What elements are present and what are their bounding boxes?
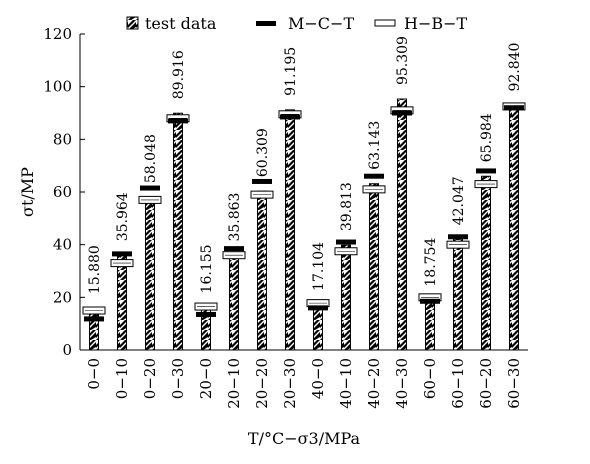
marker-mct <box>476 168 496 174</box>
y-tick-label: 20 <box>53 288 72 306</box>
bar-test-data <box>369 183 379 351</box>
y-tick-label: 80 <box>53 130 72 148</box>
marker-mct <box>504 105 524 111</box>
x-tick-label: 40−20 <box>365 358 383 409</box>
data-label: 60.309 <box>255 128 271 177</box>
x-tick-label: 40−10 <box>337 358 355 409</box>
marker-mct <box>392 110 412 116</box>
legend: test data M−C−T H−B−T <box>126 14 468 33</box>
marker-mct <box>364 173 384 179</box>
data-label: 18.754 <box>423 238 439 287</box>
x-tick-label: 20−20 <box>253 358 271 409</box>
x-tick-label: 20−0 <box>197 358 215 399</box>
legend-label-hbt: H−B−T <box>404 14 468 33</box>
x-tick-label: 0−30 <box>169 358 187 399</box>
bar-test-data <box>257 190 267 351</box>
data-label: 65.984 <box>479 113 495 162</box>
y-tick-label: 120 <box>43 25 72 43</box>
bar-test-data <box>229 255 239 351</box>
data-label: 16.155 <box>199 244 215 293</box>
bar-test-data <box>453 238 463 351</box>
x-tick-label: 0−20 <box>141 358 159 399</box>
bar-test-data <box>285 109 295 351</box>
x-tick-label: 60−20 <box>477 358 495 409</box>
x-tick-label: 60−10 <box>449 358 467 409</box>
bar-test-data <box>341 244 351 351</box>
bar-test-data <box>509 105 519 351</box>
mark-layer: 15.880 35.964 58.048 89.916 16.155 35.863 60.3… <box>82 36 526 351</box>
bar-test-data <box>173 112 183 351</box>
legend-label-test-data: test data <box>145 14 217 33</box>
x-tick-label: 60−0 <box>421 358 439 399</box>
legend-label-mct: M−C−T <box>288 14 354 33</box>
x-tick-label: 20−10 <box>225 358 243 409</box>
marker-mct <box>224 246 244 252</box>
data-label: 35.964 <box>115 192 131 241</box>
data-label: 17.104 <box>311 242 327 291</box>
marker-mct <box>280 114 300 120</box>
x-tick-label: 40−30 <box>393 358 411 409</box>
bar-test-data <box>397 98 407 351</box>
marker-mct <box>252 178 272 184</box>
marker-mct <box>308 305 328 311</box>
legend-swatch-mct <box>256 21 276 26</box>
x-tick-label: 20−30 <box>281 358 299 409</box>
bar-test-data <box>313 304 323 351</box>
data-label: 95.309 <box>395 36 411 85</box>
x-axis-label: T/°C−σ3/MPa <box>248 429 361 448</box>
legend-swatch-hbt <box>374 19 396 27</box>
data-label: 92.840 <box>507 43 523 92</box>
y-tick-label: 0 <box>62 341 72 359</box>
x-tick-label: 0−10 <box>113 358 131 399</box>
bar-test-data <box>425 300 435 351</box>
marker-mct <box>448 234 468 240</box>
marker-mct <box>420 298 440 304</box>
y-tick-label: 60 <box>53 183 72 201</box>
bar-test-data <box>117 254 127 351</box>
marker-mct <box>84 316 104 322</box>
data-label: 63.143 <box>367 121 383 170</box>
marker-mct <box>336 239 356 245</box>
bar-test-data <box>481 175 491 351</box>
marker-mct <box>140 185 160 191</box>
bar-test-data <box>145 196 155 351</box>
data-label: 39.813 <box>339 182 355 231</box>
y-axis-label: σt/MP <box>18 167 37 217</box>
data-label: 42.047 <box>451 176 467 225</box>
data-label: 91.195 <box>283 47 299 96</box>
data-label: 15.880 <box>87 245 103 294</box>
x-tick-label: 60−30 <box>505 358 523 409</box>
data-label: 89.916 <box>171 50 187 99</box>
y-tick-label: 100 <box>43 78 72 96</box>
data-label: 35.863 <box>227 193 243 242</box>
legend-swatch-test-data <box>126 16 139 30</box>
axis-layer: 0 20 40 60 80 100 120 σt/MP 0−0 0−10 0−20 0−30 20−0 2… <box>18 25 528 448</box>
marker-mct <box>168 118 188 124</box>
x-tick-label: 40−0 <box>309 358 327 399</box>
marker-mct <box>196 311 216 317</box>
x-tick-label: 0−0 <box>85 358 103 390</box>
marker-mct <box>112 251 132 257</box>
y-tick-label: 40 <box>53 236 72 254</box>
data-label: 58.048 <box>143 134 159 183</box>
